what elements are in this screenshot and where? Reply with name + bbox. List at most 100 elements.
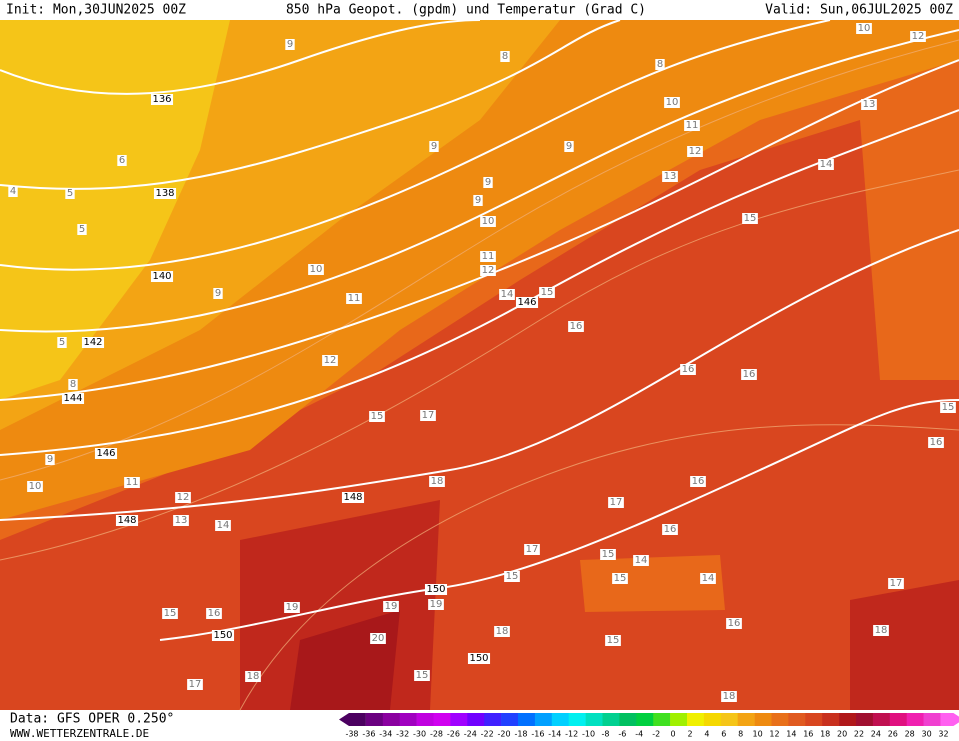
temperature-label: 12	[324, 355, 337, 366]
geopotential-label-box	[467, 653, 491, 664]
colorbar-swatch	[568, 713, 586, 726]
colorbar-label: 30	[922, 730, 932, 739]
geopotential-label: 146	[96, 448, 115, 459]
geopotential-label-box	[424, 584, 448, 595]
temperature-label-box	[322, 355, 338, 366]
colorbar-label: -38	[345, 730, 358, 739]
temperature-label-box	[700, 573, 716, 584]
colorbar-label: 4	[704, 730, 709, 739]
temperature-label-box	[27, 481, 43, 492]
geopotential-label-box	[341, 492, 365, 503]
temperature-label-box	[57, 337, 67, 348]
geopotential-label: 148	[343, 492, 362, 503]
temperature-label: 17	[189, 679, 202, 690]
colorbar-label: 0	[671, 730, 676, 739]
temperature-label: 19	[430, 599, 443, 610]
colorbar-label: -28	[430, 730, 443, 739]
temperature-label-box	[499, 289, 515, 300]
temperature-label-box	[68, 379, 78, 390]
temperature-field	[0, 20, 959, 711]
colorbar-swatch	[365, 713, 384, 726]
temperature-label-box	[383, 601, 399, 612]
colorbar-arrow	[339, 713, 366, 726]
temperature-label: 15	[416, 670, 429, 681]
temperature-label: 9	[475, 195, 481, 206]
temperature-label: 9	[431, 141, 437, 152]
temperature-label-box	[414, 670, 430, 681]
temperature-label-box	[245, 671, 261, 682]
geopotential-label: 138	[155, 188, 174, 199]
temperature-label: 16	[664, 524, 677, 535]
temperature-label: 11	[348, 293, 361, 304]
valid-time: Valid: Sun,06JUL2025 00Z	[765, 3, 953, 18]
temperature-label: 10	[29, 481, 42, 492]
temperature-label-box	[187, 679, 203, 690]
isohypse	[0, 229, 959, 521]
geopotential-label: 150	[469, 653, 488, 664]
temperature-label-box	[608, 497, 624, 508]
temperature-label: 9	[566, 141, 572, 152]
temperature-label-box	[684, 120, 700, 131]
isohypse	[159, 399, 959, 641]
temperature-label: 12	[912, 31, 925, 42]
temperature-label-box	[564, 141, 574, 152]
colorbar-swatch	[450, 713, 468, 726]
colorbar-label: 8	[738, 730, 743, 739]
map-title: 850 hPa Geopot. (gpdm) und Temperatur (G…	[286, 3, 646, 18]
temperature-label-box	[285, 39, 295, 50]
temperature-label-box	[612, 573, 628, 584]
temperature-label-box	[124, 477, 140, 488]
temperature-label: 9	[47, 454, 53, 465]
colorbar-swatch	[602, 713, 620, 726]
temperature-label-box	[480, 265, 496, 276]
temperature-label-box	[428, 599, 444, 610]
temperature-label-box	[539, 287, 555, 298]
colorbar-label: 24	[871, 730, 881, 739]
temperature-label-box	[65, 188, 75, 199]
temperature-label: 19	[385, 601, 398, 612]
colorbar-label: 22	[854, 730, 864, 739]
temperature-label: 16	[570, 321, 583, 332]
geopotential-label: 146	[517, 297, 536, 308]
colorbar-swatch	[720, 713, 738, 726]
isohypse	[0, 19, 621, 190]
colorbar-label: 26	[888, 730, 898, 739]
isohypse	[0, 29, 959, 333]
geopotential-label-box	[153, 188, 177, 199]
temperature-label-box	[940, 402, 956, 413]
colorbar-label: -20	[498, 730, 511, 739]
colorbar-swatch	[788, 713, 806, 726]
temperature-label-box	[473, 195, 483, 206]
temperature-label: 18	[247, 671, 260, 682]
colorbar-label: -12	[565, 730, 578, 739]
temperature-label-box	[370, 633, 386, 644]
temperature-label-box	[480, 216, 496, 227]
colorbar-swatch	[856, 713, 874, 726]
temperature-label: 15	[602, 549, 615, 560]
colorbar-label: -6	[618, 730, 626, 739]
colorbar-swatch	[923, 713, 941, 726]
geopotential-label: 150	[426, 584, 445, 595]
geopotential-label-box	[94, 448, 118, 459]
temperature-label-box	[680, 364, 696, 375]
geopotential-label-box	[150, 94, 174, 105]
temperature-label: 15	[541, 287, 554, 298]
colorbar-swatch	[399, 713, 417, 726]
temperature-label: 14	[635, 555, 648, 566]
colorbar-label: -16	[531, 730, 544, 739]
colorbar-label: 6	[721, 730, 726, 739]
geopotential-label-box	[150, 271, 174, 282]
isohypse	[0, 19, 481, 95]
temperature-label-box	[726, 618, 742, 629]
colorbar-swatch	[619, 713, 637, 726]
temperature-label-box	[500, 51, 510, 62]
temperature-label: 14	[217, 520, 230, 531]
temperature-label-box	[45, 454, 55, 465]
geopotential-label-box	[115, 515, 139, 526]
colorbar-label: -14	[548, 730, 561, 739]
colorbar-swatch	[805, 713, 823, 726]
colorbar-swatch	[687, 713, 705, 726]
temperature-label-box	[483, 177, 493, 188]
geopotential-label: 150	[213, 630, 232, 641]
